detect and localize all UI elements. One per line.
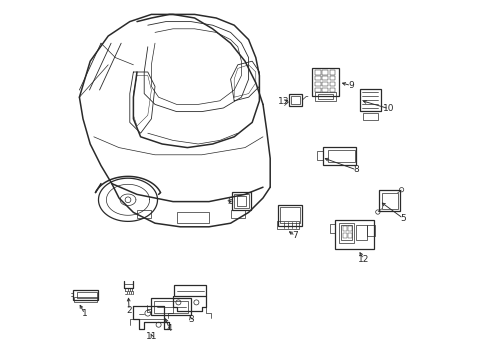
Text: 12: 12 bbox=[358, 255, 369, 264]
Bar bbox=[343, 233, 346, 238]
Bar bbox=[315, 92, 336, 101]
Bar bbox=[363, 113, 378, 120]
Text: 8: 8 bbox=[354, 165, 360, 174]
Bar bbox=[291, 96, 300, 104]
Bar bbox=[323, 147, 356, 165]
Bar bbox=[317, 151, 323, 161]
Bar bbox=[322, 82, 328, 86]
Bar bbox=[315, 76, 321, 81]
Bar bbox=[322, 88, 328, 92]
Bar bbox=[278, 205, 302, 226]
Bar bbox=[137, 210, 151, 218]
Bar bbox=[318, 94, 333, 99]
Bar bbox=[322, 70, 328, 75]
Bar bbox=[77, 292, 97, 298]
Bar bbox=[232, 192, 251, 210]
Bar bbox=[360, 89, 381, 111]
Bar bbox=[315, 88, 321, 92]
Text: 4: 4 bbox=[167, 324, 172, 333]
Bar bbox=[234, 194, 248, 208]
Bar bbox=[330, 76, 335, 81]
Bar bbox=[330, 70, 335, 75]
Bar bbox=[356, 225, 367, 240]
Bar bbox=[348, 233, 351, 238]
Bar bbox=[348, 226, 351, 231]
Text: 2: 2 bbox=[126, 306, 132, 315]
Bar bbox=[312, 68, 339, 96]
Bar bbox=[343, 226, 346, 231]
Bar bbox=[315, 70, 321, 75]
Bar bbox=[231, 210, 245, 218]
Bar bbox=[382, 193, 398, 209]
Bar bbox=[342, 225, 351, 240]
Bar bbox=[289, 94, 302, 106]
Bar bbox=[367, 225, 375, 236]
Bar bbox=[237, 196, 246, 206]
Bar bbox=[154, 301, 188, 313]
Bar bbox=[74, 297, 97, 302]
Text: 1: 1 bbox=[82, 309, 88, 318]
Bar bbox=[151, 298, 191, 315]
Text: 13: 13 bbox=[278, 97, 290, 106]
Bar bbox=[277, 221, 299, 229]
Text: 11: 11 bbox=[147, 332, 158, 341]
Bar bbox=[315, 82, 321, 86]
Text: 6: 6 bbox=[227, 197, 233, 206]
Bar bbox=[73, 290, 98, 300]
Bar bbox=[176, 212, 209, 223]
Bar bbox=[322, 76, 328, 81]
Bar bbox=[174, 285, 206, 296]
Bar bbox=[280, 207, 300, 223]
Bar bbox=[330, 82, 335, 86]
Bar bbox=[330, 88, 335, 92]
Text: 9: 9 bbox=[348, 81, 354, 90]
Text: 7: 7 bbox=[293, 231, 298, 240]
Text: 3: 3 bbox=[188, 315, 194, 324]
Bar bbox=[335, 220, 373, 249]
Bar bbox=[339, 223, 354, 243]
Text: 5: 5 bbox=[400, 214, 406, 223]
Bar bbox=[328, 150, 355, 162]
Text: 10: 10 bbox=[383, 104, 395, 113]
Bar bbox=[379, 190, 400, 211]
